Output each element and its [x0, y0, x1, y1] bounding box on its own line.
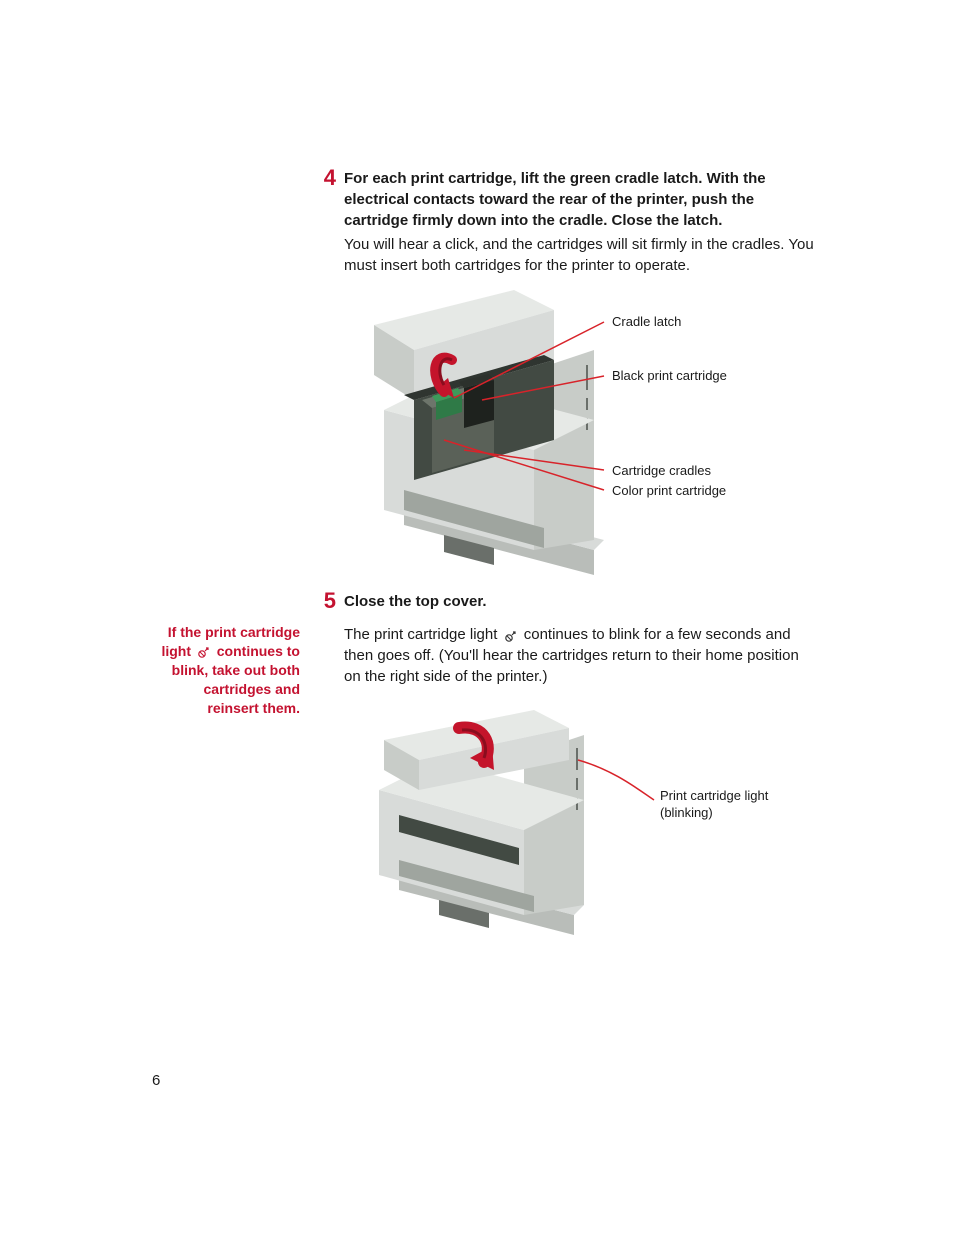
step-5-number: 5 [316, 588, 336, 614]
callout-cartridge-cradles: Cartridge cradles [612, 463, 711, 480]
diagram-printer-open: Cradle latch Black print cartridge Cartr… [344, 290, 804, 580]
margin-note: If the print cartridge light continues t… [160, 623, 300, 717]
cartridge-light-icon [197, 645, 211, 659]
step-5-body-block: The print cartridge light continues to b… [344, 624, 814, 687]
cartridge-light-icon [504, 628, 518, 642]
step-5-heading-block: Close the top cover. [344, 591, 814, 612]
step-5-heading: Close the top cover. [344, 591, 814, 612]
step-4-body: You will hear a click, and the cartridge… [344, 234, 814, 276]
diagram-printer-closing: Print cartridge light (blinking) [344, 700, 804, 940]
step-4-number: 4 [316, 165, 336, 191]
step-5-body-before: The print cartridge light [344, 626, 502, 643]
step-4-heading-block: For each print cartridge, lift the green… [344, 168, 814, 231]
page-number: 6 [152, 1072, 160, 1089]
callout-light-blinking: Print cartridge light (blinking) [660, 788, 780, 822]
callout-cradle-latch: Cradle latch [612, 314, 681, 331]
callout-color-cartridge: Color print cartridge [612, 483, 726, 500]
step-4-body-block: You will hear a click, and the cartridge… [344, 234, 814, 276]
callout-black-cartridge: Black print cartridge [612, 368, 727, 385]
page: 4 For each print cartridge, lift the gre… [0, 0, 954, 1235]
step-4-heading: For each print cartridge, lift the green… [344, 168, 814, 231]
